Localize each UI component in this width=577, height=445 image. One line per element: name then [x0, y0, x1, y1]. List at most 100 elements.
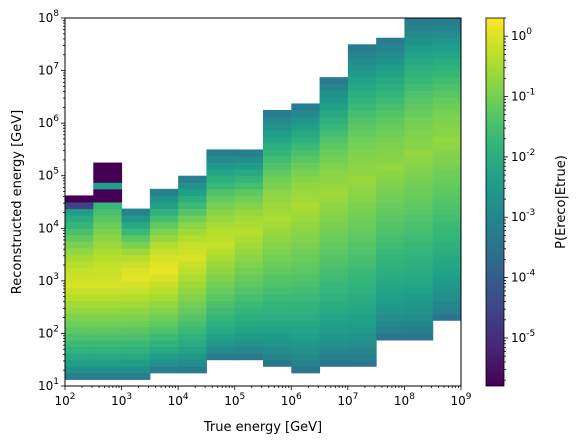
heatmap-cell	[178, 353, 207, 361]
heatmap-cell	[206, 208, 236, 216]
heatmap-cell	[65, 274, 94, 282]
heatmap-cell	[206, 287, 236, 295]
heatmap-cell	[432, 195, 462, 203]
heatmap-cell	[206, 169, 236, 177]
x-tick-label: 109	[450, 392, 471, 408]
y-tick-label: 106	[38, 114, 59, 130]
heatmap-cell	[319, 333, 349, 341]
heatmap-cell	[432, 215, 462, 223]
heatmap-cell	[93, 294, 123, 302]
heatmap-cell	[263, 326, 292, 334]
heatmap-cell	[404, 96, 434, 104]
heatmap-cell	[376, 77, 405, 85]
x-tick-label: 103	[111, 392, 132, 408]
heatmap-cell	[121, 215, 151, 223]
heatmap-cell	[404, 18, 434, 26]
heatmap-cell	[65, 208, 94, 216]
heatmap-cell	[404, 24, 434, 32]
heatmap-cell	[347, 228, 377, 236]
heatmap-cell	[404, 70, 434, 78]
heatmap-cell	[404, 123, 434, 131]
heatmap-cell	[404, 234, 434, 242]
heatmap-cell	[93, 267, 123, 275]
heatmap-cell	[319, 103, 349, 111]
heatmap-cell	[206, 326, 236, 334]
heatmap-cell	[432, 123, 462, 131]
colorbar-tick-label: 10-4	[511, 269, 536, 285]
heatmap-cells	[65, 18, 462, 380]
heatmap-cell	[404, 175, 434, 183]
heatmap-cell	[432, 188, 462, 196]
heatmap-cell	[93, 221, 123, 229]
heatmap-cell	[178, 326, 207, 334]
heatmap-cell	[347, 215, 377, 223]
heatmap-cell	[206, 320, 236, 328]
heatmap-cell	[376, 280, 405, 288]
heatmap-cell	[149, 215, 179, 223]
heatmap-cell	[432, 287, 462, 295]
x-tick-label: 102	[54, 392, 75, 408]
heatmap-cell	[291, 123, 321, 131]
heatmap-cell	[121, 287, 151, 295]
heatmap-cell	[149, 294, 179, 302]
heatmap-cell	[65, 353, 94, 361]
heatmap-cell	[263, 353, 292, 361]
heatmap-cell	[404, 162, 434, 170]
heatmap-cell	[291, 366, 321, 374]
heatmap-cell	[319, 156, 349, 164]
heatmap-cell	[319, 77, 349, 85]
heatmap-cell	[347, 294, 377, 302]
heatmap-cell	[263, 359, 292, 367]
heatmap-cell	[178, 307, 207, 315]
heatmap-cell	[149, 340, 179, 348]
heatmap-cell	[206, 228, 236, 236]
heatmap-cell	[206, 248, 236, 256]
y-tick-label: 102	[38, 324, 59, 340]
heatmap-cell	[376, 169, 405, 177]
heatmap-cell	[432, 169, 462, 177]
heatmap-cell	[319, 83, 349, 91]
heatmap-cell	[319, 346, 349, 354]
heatmap-cell	[291, 228, 321, 236]
heatmap-cell	[234, 202, 264, 210]
heatmap-cell	[234, 254, 264, 262]
heatmap-cell	[178, 254, 207, 262]
heatmap-cell	[376, 267, 405, 275]
heatmap-cell	[319, 359, 349, 367]
heatmap-cell	[121, 366, 151, 374]
heatmap-cell	[263, 254, 292, 262]
heatmap-cell	[347, 110, 377, 118]
heatmap-cell	[319, 221, 349, 229]
heatmap-cell	[93, 280, 123, 288]
heatmap-cell	[291, 307, 321, 315]
heatmap-cell	[376, 70, 405, 78]
heatmap-cell	[234, 156, 264, 164]
heatmap-cell	[178, 340, 207, 348]
heatmap-cell	[404, 188, 434, 196]
heatmap-cell	[149, 313, 179, 321]
heatmap-cell	[347, 169, 377, 177]
heatmap-cell	[206, 195, 236, 203]
heatmap-cell	[319, 96, 349, 104]
heatmap-cell	[319, 274, 349, 282]
heatmap-cell	[65, 326, 94, 334]
heatmap-cell	[234, 248, 264, 256]
heatmap-cell	[404, 50, 434, 58]
colorbar-ticks: 10-5 10-4 10-3 10-2 10-1 100	[504, 17, 536, 381]
heatmap-cell	[291, 182, 321, 190]
heatmap-cell	[149, 346, 179, 354]
heatmap-cell	[319, 169, 349, 177]
heatmap-cell	[319, 228, 349, 236]
heatmap-cell	[291, 116, 321, 124]
heatmap-cell	[376, 37, 405, 45]
heatmap-cell	[291, 175, 321, 183]
heatmap-cell	[178, 228, 207, 236]
heatmap-cell	[319, 188, 349, 196]
heatmap-cell	[432, 254, 462, 262]
heatmap-cell	[121, 234, 151, 242]
heatmap-cell	[291, 188, 321, 196]
heatmap-cell	[65, 372, 94, 380]
heatmap-cell	[234, 241, 264, 249]
heatmap-cell	[432, 64, 462, 72]
heatmap-cell	[432, 37, 462, 45]
